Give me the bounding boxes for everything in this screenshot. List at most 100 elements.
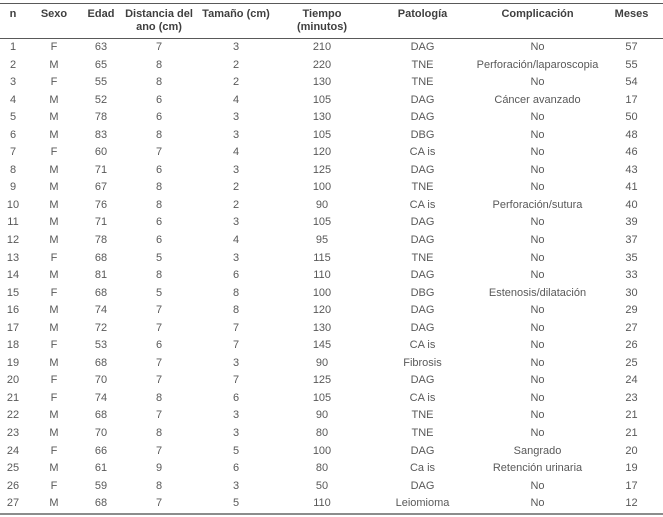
cell-distancia-del-ano-cm: 8 — [155, 427, 163, 440]
cell-distancia-del-ano-cm: 8 — [155, 76, 163, 89]
cell-sexo: F — [50, 146, 58, 159]
cell-tiempo-minutos: 130 — [312, 321, 332, 334]
cell-n: 7 — [9, 146, 17, 159]
cell-distancia-del-ano-cm: 8 — [155, 181, 163, 194]
cell-complicacion: No — [530, 163, 545, 176]
cell-tamano-cm: 5 — [232, 497, 240, 510]
cell-n: 4 — [9, 93, 17, 106]
cell-distancia-del-ano-cm: 6 — [155, 216, 163, 229]
cell-tamano-cm: 3 — [232, 427, 240, 440]
cell-n: 22 — [6, 409, 20, 422]
cell-distancia-del-ano-cm: 8 — [155, 58, 163, 71]
cell-meses: 40 — [625, 198, 638, 211]
column-header-n: n — [0, 3, 26, 39]
cell-n: 18 — [6, 339, 20, 352]
cell-distancia-del-ano-cm: 6 — [155, 163, 163, 176]
cell-sexo: F — [50, 391, 58, 404]
cell-complicacion: No — [530, 41, 545, 53]
cell-sexo: M — [49, 58, 59, 71]
cell-complicacion: No — [530, 251, 545, 264]
cell-tiempo-minutos: 125 — [312, 163, 332, 176]
cell-tamano-cm: 2 — [232, 58, 240, 71]
cell-tiempo-minutos: 120 — [312, 304, 332, 317]
cell-complicacion: No — [530, 339, 545, 352]
cell-sexo: F — [50, 251, 58, 264]
cell-patologia: TNE — [411, 58, 434, 71]
cell-sexo: M — [49, 93, 59, 106]
cell-meses: 24 — [625, 374, 638, 387]
cell-tiempo-minutos: 105 — [312, 216, 332, 229]
cell-tamano-cm: 8 — [232, 286, 240, 299]
cell-complicacion: No — [530, 128, 545, 141]
table-row: 19 M 68 7 3 90 Fibrosis No 25 — [0, 355, 663, 373]
cell-edad: 72 — [94, 321, 108, 334]
cell-sexo: M — [49, 163, 59, 176]
cell-edad: 55 — [94, 76, 108, 89]
cell-meses: 48 — [625, 128, 638, 141]
cell-tamano-cm: 3 — [232, 128, 240, 141]
cell-edad: 68 — [94, 409, 108, 422]
cell-tamano-cm: 7 — [232, 374, 240, 387]
cell-complicacion: No — [530, 269, 545, 282]
cell-distancia-del-ano-cm: 6 — [155, 93, 163, 106]
cell-sexo: M — [49, 234, 59, 247]
cell-complicacion: No — [530, 234, 545, 247]
cell-complicacion: No — [530, 497, 545, 510]
cell-meses: 20 — [625, 444, 638, 457]
cell-edad: 52 — [94, 93, 108, 106]
cell-n: 15 — [6, 286, 20, 299]
cell-distancia-del-ano-cm: 7 — [155, 409, 163, 422]
cell-tamano-cm: 3 — [232, 409, 240, 422]
cell-edad: 74 — [94, 391, 108, 404]
cell-complicacion: No — [530, 479, 545, 492]
cell-patologia: TNE — [411, 409, 434, 422]
cell-distancia-del-ano-cm: 8 — [155, 128, 163, 141]
cell-distancia-del-ano-cm: 5 — [155, 251, 163, 264]
cell-tiempo-minutos: 105 — [312, 391, 332, 404]
cell-meses: 57 — [625, 41, 638, 53]
table-row: 12 M 78 6 4 95 DAG No 37 — [0, 232, 663, 250]
cell-edad: 74 — [94, 304, 108, 317]
table-header: n Sexo Edad Distancia del ano (cm) Tamaño (c… — [0, 3, 663, 39]
cell-sexo: F — [50, 41, 58, 53]
table-row: 17 M 72 7 7 130 DAG No 27 — [0, 320, 663, 338]
cell-complicacion: No — [530, 374, 545, 387]
cell-tamano-cm: 3 — [232, 479, 240, 492]
cell-tiempo-minutos: 100 — [312, 444, 332, 457]
cell-sexo: F — [50, 286, 58, 299]
cell-meses: 41 — [625, 181, 638, 194]
cell-patologia: TNE — [411, 181, 434, 194]
cell-n: 25 — [6, 462, 20, 475]
cell-patologia: CA is — [409, 339, 436, 352]
column-header-tiempo-minutos: Tiempo (minutos) — [274, 3, 370, 39]
cell-patologia: DAG — [410, 216, 435, 229]
cell-patologia: DBG — [410, 286, 435, 299]
cell-complicacion: Perforación/sutura — [492, 198, 583, 211]
cell-n: 5 — [9, 111, 17, 124]
cell-meses: 19 — [625, 462, 638, 475]
cell-edad: 68 — [94, 251, 108, 264]
cell-n: 23 — [6, 427, 20, 440]
cell-tiempo-minutos: 210 — [312, 41, 332, 53]
table-row: 16 M 74 7 8 120 DAG No 29 — [0, 302, 663, 320]
cell-n: 21 — [6, 391, 20, 404]
cell-meses: 43 — [625, 163, 638, 176]
table-row: 9 M 67 8 2 100 TNE No 41 — [0, 179, 663, 197]
table-row: 15 F 68 5 8 100 DBG Estenosis/dilatación 30 — [0, 285, 663, 303]
cell-meses: 17 — [625, 93, 638, 106]
cell-meses: 55 — [625, 58, 638, 71]
table-row: 4 M 52 6 4 105 DAG Cáncer avanzado 17 — [0, 92, 663, 110]
table-row: 27 M 68 7 5 110 Leiomioma No 12 — [0, 495, 663, 514]
cell-patologia: DAG — [410, 234, 435, 247]
cell-tiempo-minutos: 100 — [312, 286, 332, 299]
cell-patologia: CA is — [409, 146, 436, 159]
cell-distancia-del-ano-cm: 7 — [155, 146, 163, 159]
cell-tiempo-minutos: 145 — [312, 339, 332, 352]
cell-n: 16 — [6, 304, 20, 317]
cell-n: 10 — [6, 198, 20, 211]
table-row: 13 F 68 5 3 115 TNE No 35 — [0, 250, 663, 268]
cell-sexo: M — [49, 497, 59, 510]
cell-edad: 61 — [94, 462, 108, 475]
cell-complicacion: Estenosis/dilatación — [488, 286, 587, 299]
cell-edad: 66 — [94, 444, 108, 457]
